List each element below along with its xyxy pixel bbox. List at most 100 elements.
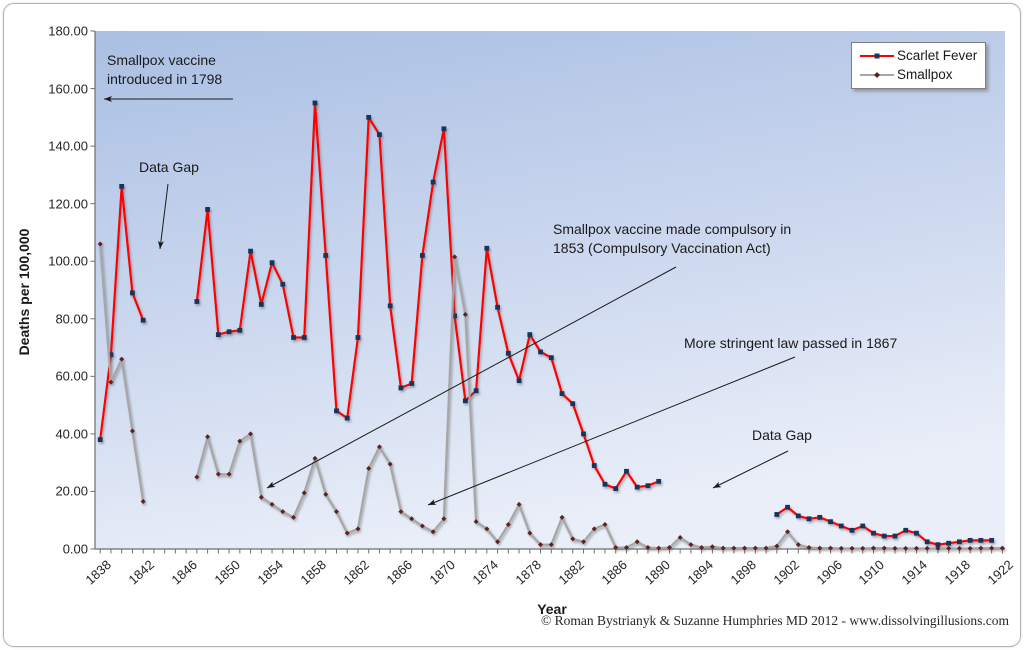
data-point-marker <box>258 301 264 307</box>
data-point-marker <box>484 245 490 251</box>
data-point-marker <box>656 478 662 484</box>
data-point-marker <box>505 522 511 528</box>
data-point-marker <box>258 494 264 500</box>
data-point-marker <box>398 509 404 515</box>
data-point-marker <box>194 299 200 304</box>
data-point-marker <box>194 474 200 480</box>
data-point-marker <box>248 431 254 437</box>
annotation-text: introduced in 1798 <box>107 71 223 87</box>
annotation-text: Smallpox vaccine <box>107 52 216 68</box>
annotation-arrows <box>104 96 796 506</box>
data-point-marker <box>269 501 275 507</box>
data-point-marker <box>226 329 232 335</box>
data-point-marker <box>108 352 114 358</box>
y-tick-label: 80.00 <box>55 311 88 327</box>
data-point-marker <box>441 126 447 132</box>
data-point-marker <box>957 539 962 545</box>
data-point-marker <box>946 540 952 546</box>
data-point-marker <box>140 499 146 505</box>
data-point-marker <box>817 514 823 520</box>
data-point-marker <box>581 431 586 437</box>
data-point-marker <box>280 509 286 515</box>
data-point-marker <box>430 529 436 535</box>
y-tick-label: 0.00 <box>62 541 88 557</box>
data-point-marker <box>634 484 640 490</box>
data-point-marker <box>688 542 694 548</box>
data-point-marker <box>344 415 350 421</box>
data-point-marker <box>387 461 393 467</box>
y-tick-label: 180.00 <box>48 23 88 39</box>
copyright-footer: © Roman Bystrianyk & Suzanne Humphries M… <box>541 613 1009 628</box>
data-point-marker <box>570 536 576 542</box>
data-point-marker <box>742 545 748 551</box>
data-point-marker <box>226 471 232 477</box>
data-point-marker <box>323 491 329 497</box>
data-point-marker <box>774 543 780 549</box>
data-point-marker <box>355 526 361 532</box>
data-point-marker <box>849 527 855 533</box>
data-point-marker <box>591 463 597 468</box>
data-point-marker <box>473 519 479 525</box>
data-point-marker <box>903 527 909 533</box>
data-point-marker <box>280 281 286 287</box>
data-point-marker <box>881 545 887 551</box>
data-point-marker <box>946 545 952 551</box>
data-point-marker <box>538 349 543 355</box>
data-point-marker <box>602 522 608 528</box>
data-point-marker <box>903 545 909 551</box>
data-point-marker <box>140 317 146 323</box>
data-point-marker <box>334 408 339 414</box>
data-point-marker <box>97 437 103 443</box>
data-point-marker <box>205 434 211 440</box>
diamond-marker-icon <box>874 71 880 78</box>
legend-label: Scarlet Fever <box>897 48 978 63</box>
data-point-marker <box>709 544 715 550</box>
data-point-marker <box>119 356 125 362</box>
legend: Scarlet Fever Smallpox <box>851 42 987 89</box>
data-point-marker <box>420 253 425 258</box>
data-point-marker <box>999 545 1005 551</box>
data-point-marker <box>452 254 458 260</box>
legend-line-sample <box>860 71 894 78</box>
data-point-marker <box>828 545 834 551</box>
data-point-marker <box>548 355 554 361</box>
legend-line-sample <box>860 53 894 58</box>
data-point-marker <box>570 401 576 407</box>
data-point-marker <box>967 537 973 543</box>
data-point-marker <box>495 304 500 310</box>
series-line <box>195 101 660 490</box>
data-point-marker <box>323 253 329 258</box>
data-point-marker <box>871 530 876 536</box>
data-point-marker <box>720 545 726 551</box>
data-point-marker <box>376 444 382 450</box>
data-point-marker <box>366 465 372 471</box>
data-point-marker <box>806 516 812 522</box>
data-point-marker <box>538 542 544 548</box>
data-point-marker <box>645 545 651 551</box>
data-point-marker <box>795 513 801 519</box>
data-point-marker <box>516 501 522 507</box>
annotation-vaccine-1798: Smallpox vaccine introduced in 1798 <box>107 51 222 89</box>
data-point-marker <box>312 100 318 106</box>
annotation-text: Smallpox vaccine made compulsory in <box>553 221 792 237</box>
data-point-marker <box>967 545 973 551</box>
data-point-marker <box>892 533 898 539</box>
data-point-marker <box>935 542 941 548</box>
annotation-stringent-1867: More stringent law passed in 1867 <box>684 334 897 353</box>
y-axis-title: Deaths per 100,000 <box>16 228 32 356</box>
data-point-marker <box>527 332 533 338</box>
data-point-marker <box>935 545 941 551</box>
data-point-marker <box>838 545 844 551</box>
data-point-marker <box>914 530 919 536</box>
data-point-marker <box>806 545 812 551</box>
data-point-marker <box>978 545 984 551</box>
data-point-marker <box>484 526 490 532</box>
data-point-marker <box>591 526 597 532</box>
data-point-marker <box>774 512 780 517</box>
data-point-marker <box>645 483 651 489</box>
data-point-marker <box>548 542 554 548</box>
data-point-marker <box>559 391 565 396</box>
data-point-marker <box>527 530 533 536</box>
y-tick-label: 140.00 <box>48 138 88 154</box>
